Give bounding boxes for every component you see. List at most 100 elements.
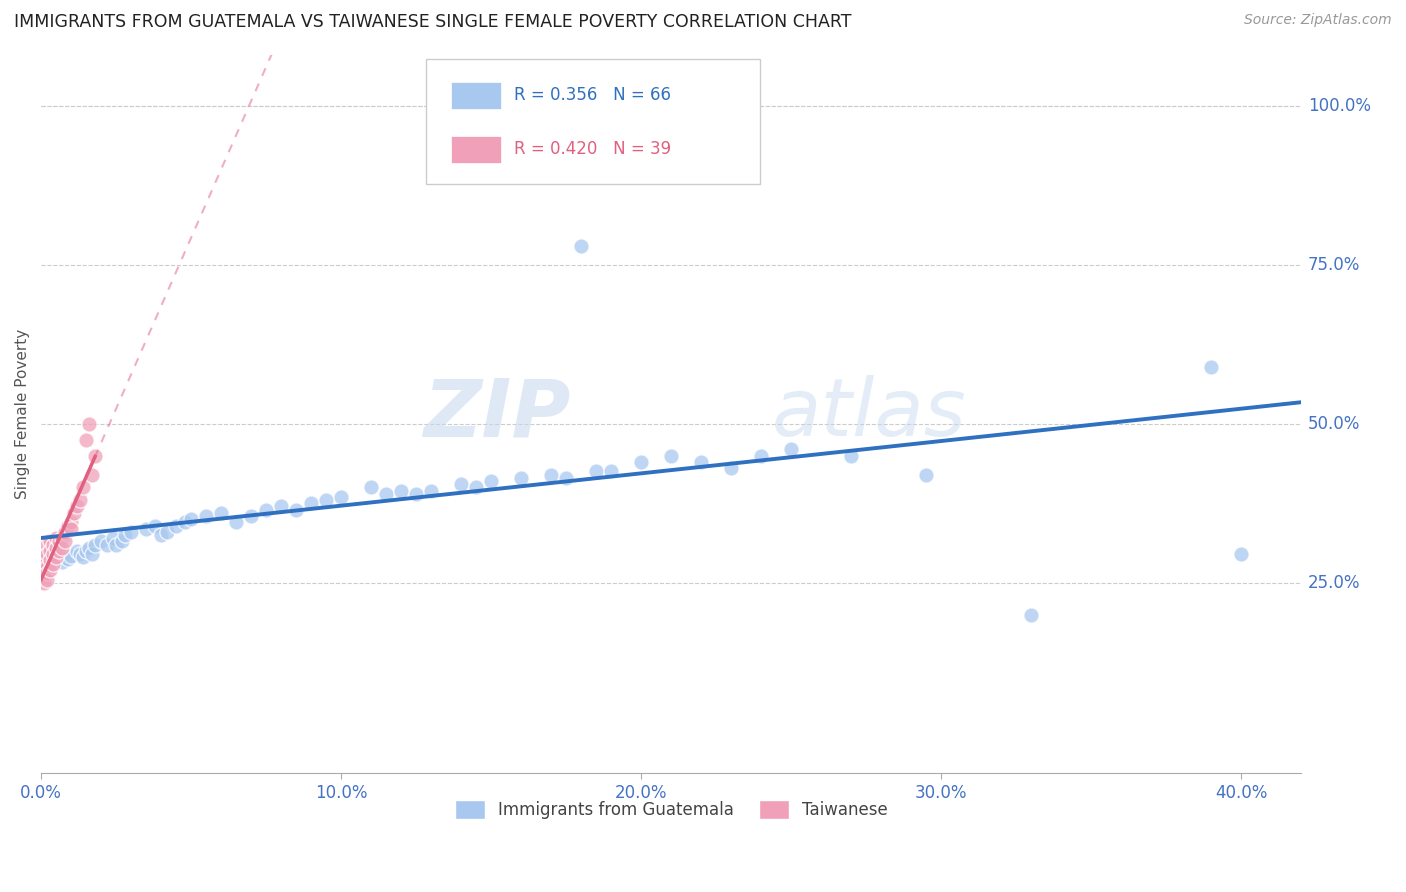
Text: R = 0.356   N = 66: R = 0.356 N = 66 — [513, 86, 671, 103]
Point — [420, 483, 443, 498]
Point — [569, 239, 592, 253]
FancyBboxPatch shape — [451, 82, 501, 109]
FancyBboxPatch shape — [426, 59, 759, 185]
Point — [48, 551, 70, 566]
Point — [720, 461, 742, 475]
Point — [82, 467, 104, 482]
Point — [111, 534, 134, 549]
Point — [495, 156, 517, 170]
Point — [120, 524, 142, 539]
Point — [32, 547, 55, 561]
Legend: Immigrants from Guatemala, Taiwanese: Immigrants from Guatemala, Taiwanese — [449, 794, 894, 826]
Point — [72, 550, 94, 565]
Point — [84, 538, 107, 552]
Text: 25.0%: 25.0% — [1308, 574, 1360, 591]
Point — [75, 544, 97, 558]
Point — [180, 512, 202, 526]
Point — [225, 516, 247, 530]
Point — [69, 547, 91, 561]
Point — [450, 477, 472, 491]
Point — [165, 518, 187, 533]
Point — [540, 467, 562, 482]
Point — [90, 534, 112, 549]
Point — [48, 544, 70, 558]
Point — [780, 442, 803, 457]
Point — [96, 538, 118, 552]
Point — [150, 528, 173, 542]
Point — [63, 506, 86, 520]
Point — [42, 553, 65, 567]
Point — [37, 566, 59, 581]
Point — [45, 550, 67, 565]
Point — [77, 417, 100, 431]
Point — [1021, 607, 1043, 622]
Point — [56, 551, 79, 566]
Point — [84, 449, 107, 463]
Point — [389, 483, 412, 498]
Text: 75.0%: 75.0% — [1308, 256, 1360, 274]
Point — [82, 547, 104, 561]
Point — [479, 474, 502, 488]
Point — [77, 541, 100, 555]
Point — [51, 555, 73, 569]
Point — [39, 550, 62, 565]
Point — [315, 493, 337, 508]
Point — [32, 550, 55, 565]
Point — [37, 559, 59, 574]
Point — [465, 480, 488, 494]
Point — [32, 557, 55, 571]
Point — [1230, 547, 1253, 561]
Point — [60, 522, 83, 536]
Text: Source: ZipAtlas.com: Source: ZipAtlas.com — [1244, 13, 1392, 28]
Point — [51, 531, 73, 545]
Point — [299, 496, 322, 510]
Point — [53, 534, 76, 549]
Point — [42, 547, 65, 561]
Text: 50.0%: 50.0% — [1308, 415, 1360, 433]
Point — [375, 487, 398, 501]
Text: 100.0%: 100.0% — [1308, 97, 1371, 115]
Point — [48, 534, 70, 549]
Point — [510, 471, 533, 485]
Point — [37, 547, 59, 561]
Point — [51, 541, 73, 555]
Point — [174, 516, 197, 530]
Point — [1201, 359, 1223, 374]
Point — [195, 508, 218, 523]
Point — [56, 518, 79, 533]
Point — [330, 490, 353, 504]
Point — [105, 538, 128, 552]
Point — [60, 549, 83, 563]
Point — [37, 547, 59, 561]
Point — [75, 433, 97, 447]
Y-axis label: Single Female Poverty: Single Female Poverty — [15, 329, 30, 500]
Point — [240, 508, 263, 523]
Point — [585, 465, 607, 479]
Point — [37, 573, 59, 587]
Point — [69, 493, 91, 508]
Text: atlas: atlas — [772, 376, 967, 453]
Point — [72, 480, 94, 494]
Point — [114, 528, 136, 542]
Point — [39, 553, 62, 567]
Point — [841, 449, 863, 463]
Point — [555, 471, 578, 485]
Point — [32, 553, 55, 567]
Point — [254, 502, 277, 516]
Point — [405, 487, 427, 501]
Point — [32, 563, 55, 577]
Point — [600, 465, 623, 479]
Text: ZIP: ZIP — [423, 376, 571, 453]
Point — [270, 500, 292, 514]
Point — [209, 506, 232, 520]
Point — [39, 544, 62, 558]
Point — [32, 569, 55, 583]
Point — [45, 547, 67, 561]
Point — [285, 502, 308, 516]
Point — [53, 524, 76, 539]
Point — [45, 541, 67, 555]
Point — [135, 522, 157, 536]
Point — [360, 480, 382, 494]
Point — [39, 563, 62, 577]
Point — [37, 538, 59, 552]
